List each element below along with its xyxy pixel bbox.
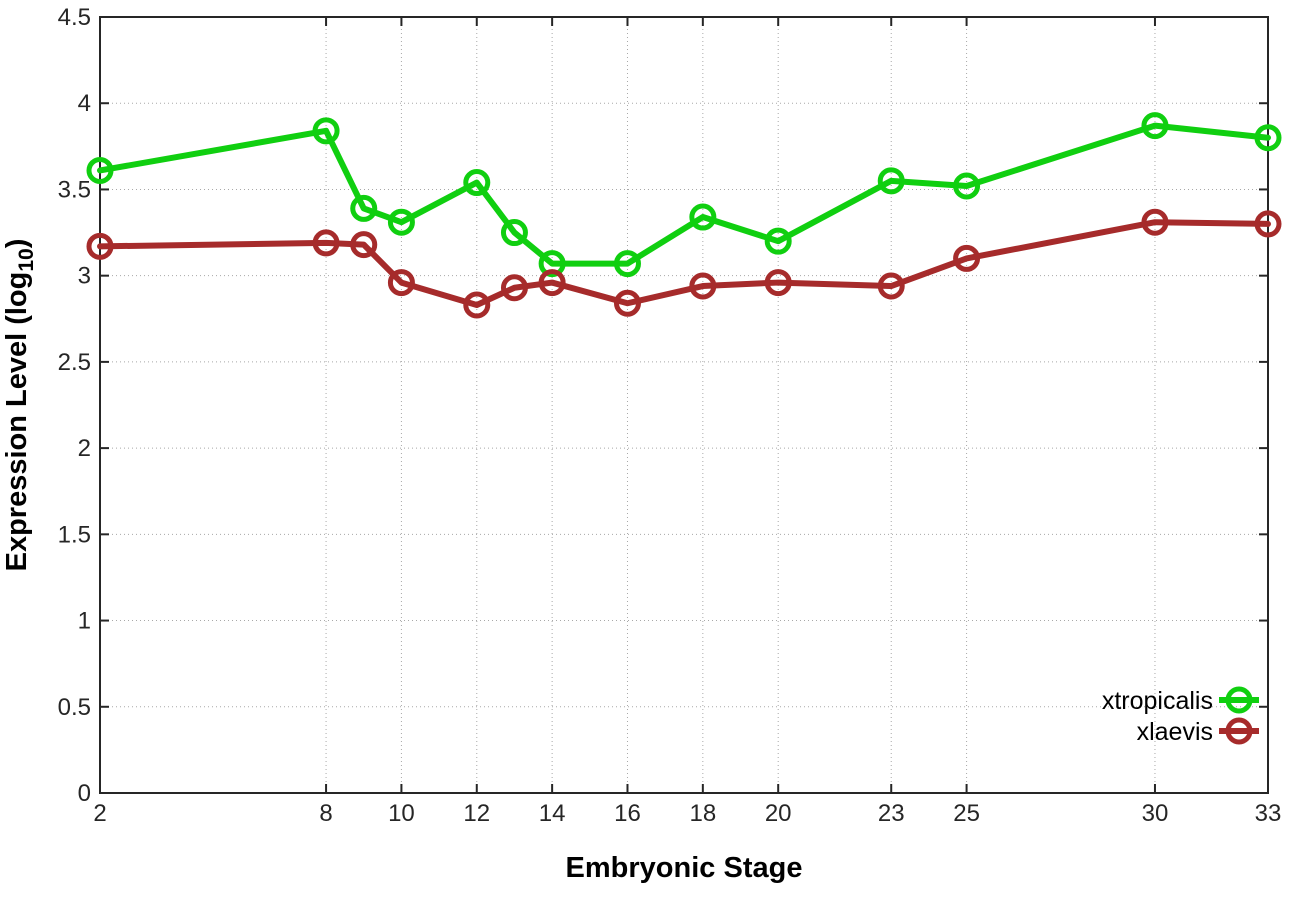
x-tick-label: 23: [878, 800, 905, 827]
data-point-xtropicalis: [538, 250, 566, 278]
x-tick-label: 8: [319, 800, 332, 827]
data-point-xlaevis: [689, 272, 717, 300]
data-point-xtropicalis: [877, 167, 905, 195]
legend: xtropicalis xlaevis: [1102, 686, 1259, 746]
data-point-xlaevis: [538, 269, 566, 297]
data-point-xlaevis: [613, 289, 641, 317]
y-axis-title-main: Expression Level (log: [1, 272, 33, 572]
y-tick-label: 4.5: [58, 4, 91, 31]
y-tick-label: 4: [78, 90, 91, 117]
y-tick-label: 2.5: [58, 349, 91, 376]
data-point-xlaevis: [500, 274, 528, 302]
data-point-xlaevis: [877, 272, 905, 300]
x-tick-label: 18: [689, 800, 716, 827]
legend-label-xtropicalis: xtropicalis: [1102, 687, 1213, 715]
x-tick-label: 10: [388, 800, 415, 827]
data-point-xlaevis: [312, 229, 340, 257]
plot-border: [99, 16, 1269, 794]
y-tick-label: 1.5: [58, 521, 91, 548]
legend-label-xlaevis: xlaevis: [1137, 718, 1213, 746]
y-tick-label: 2: [78, 435, 91, 462]
data-point-xtropicalis: [613, 250, 641, 278]
x-tick-label: 30: [1142, 800, 1169, 827]
series-xlaevis: [86, 208, 1282, 319]
data-point-xlaevis: [953, 244, 981, 272]
data-point-xtropicalis: [953, 172, 981, 200]
gridlines: [100, 17, 1268, 793]
data-point-xlaevis: [387, 269, 415, 297]
x-axis-title: Embryonic Stage: [566, 852, 803, 884]
x-tick-label: 12: [463, 800, 490, 827]
y-tick-label: 0: [78, 780, 91, 807]
y-tick-labels: 0 0.5 1 1.5 2 2.5 3 3.5 4 4.5: [58, 4, 91, 807]
legend-marker-xtropicalis: [1225, 686, 1253, 714]
x-tick-labels: 2 8 10 12 14 16 18 20 23 25 30 33: [93, 800, 1281, 827]
border-rect: [99, 16, 1269, 794]
x-tick-label: 25: [953, 800, 980, 827]
y-axis-title-suffix: ): [1, 239, 33, 249]
series-line-xlaevis: [97, 219, 1271, 308]
x-tick-label: 20: [765, 800, 792, 827]
tick-marks: [99, 16, 1269, 794]
y-axis-title-subscript: 10: [15, 248, 38, 271]
data-point-xtropicalis: [312, 117, 340, 145]
data-point-xtropicalis: [1254, 124, 1282, 152]
series-group: [86, 112, 1282, 319]
data-point-xlaevis: [86, 232, 114, 260]
x-tick-label: 14: [539, 800, 566, 827]
data-point-xlaevis: [764, 269, 792, 297]
legend-row-xtropicalis: xtropicalis: [1102, 686, 1259, 715]
data-point-xlaevis: [463, 291, 491, 319]
data-point-xtropicalis: [689, 203, 717, 231]
data-point-xtropicalis: [463, 169, 491, 197]
data-point-xtropicalis: [350, 194, 378, 222]
legend-row-xlaevis: xlaevis: [1137, 717, 1259, 746]
y-axis-title: Expression Level (log10): [1, 239, 38, 572]
data-point-xtropicalis: [1141, 112, 1169, 140]
data-point-xlaevis: [1141, 208, 1169, 236]
y-tick-label: 3.5: [58, 176, 91, 203]
data-point-xlaevis: [350, 231, 378, 259]
data-point-xtropicalis: [86, 156, 114, 184]
data-point-xlaevis: [1254, 210, 1282, 238]
series-xtropicalis: [86, 112, 1282, 278]
y-tick-label: 3: [78, 263, 91, 290]
x-tick-label: 33: [1255, 800, 1282, 827]
y-tick-label: 1: [78, 608, 91, 635]
data-point-xtropicalis: [764, 227, 792, 255]
x-tick-label: 16: [614, 800, 641, 827]
data-point-xtropicalis: [500, 219, 528, 247]
x-tick-label: 2: [93, 800, 106, 827]
legend-marker-xlaevis: [1225, 717, 1253, 745]
data-point-xtropicalis: [387, 208, 415, 236]
y-tick-label: 0.5: [58, 694, 91, 721]
